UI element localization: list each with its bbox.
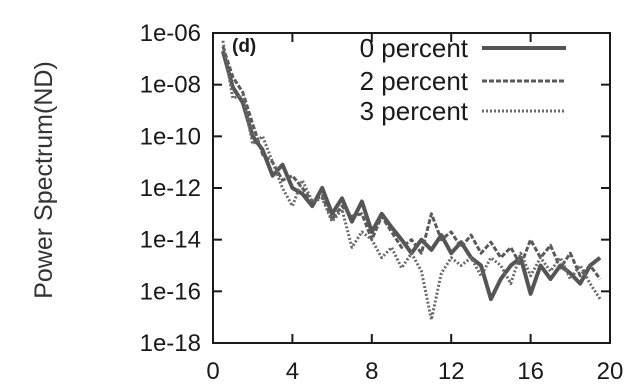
series-line-3 bbox=[221, 40, 602, 322]
x-axis: 0 4 8 12 16 20 bbox=[206, 33, 623, 385]
series-line-2 bbox=[221, 46, 602, 280]
y-tick-label: 1e-18 bbox=[140, 330, 201, 357]
y-axis-title: Power Spectrum(ND) bbox=[30, 61, 58, 299]
legend-label-3: 3 percent bbox=[360, 96, 469, 126]
x-tick-label: 0 bbox=[206, 358, 219, 385]
panel-label: (d) bbox=[232, 36, 256, 57]
x-tick-label: 20 bbox=[597, 358, 624, 385]
y-tick-label: 1e-12 bbox=[140, 175, 201, 202]
y-tick-label: 1e-10 bbox=[140, 123, 201, 150]
x-tick-label: 12 bbox=[438, 358, 465, 385]
y-tick-label: 1e-08 bbox=[140, 72, 201, 99]
legend-label-2: 2 percent bbox=[360, 66, 469, 96]
y-tick-label: 1e-14 bbox=[140, 227, 201, 254]
legend-label-1: 0 percent bbox=[360, 33, 469, 63]
y-tick-label: 1e-06 bbox=[140, 20, 201, 47]
y-tick-label: 1e-16 bbox=[140, 278, 201, 305]
y-axis: 1e-06 1e-08 1e-10 1e-12 1e-14 1e-16 1e-18 bbox=[140, 20, 610, 357]
x-tick-label: 16 bbox=[517, 358, 544, 385]
x-tick-label: 4 bbox=[286, 358, 299, 385]
x-tick-label: 8 bbox=[365, 358, 378, 385]
series-layer bbox=[220, 40, 602, 322]
